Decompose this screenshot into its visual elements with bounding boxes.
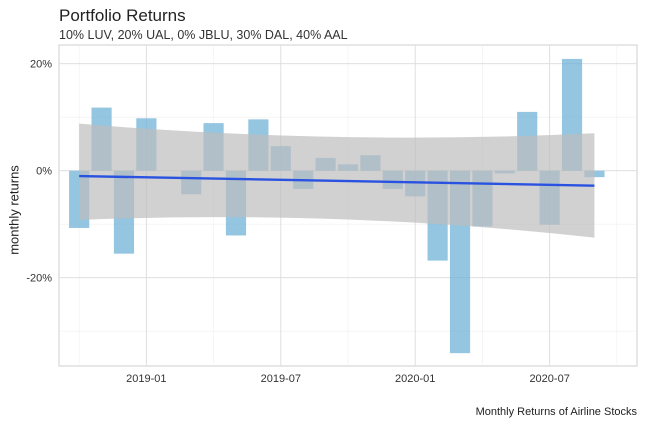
trend-line xyxy=(79,174,595,187)
x-tick-label: 2019-01 xyxy=(126,373,166,385)
x-tick-label: 2019-07 xyxy=(261,373,301,385)
chart-title: Portfolio Returns xyxy=(59,6,186,25)
y-tick-label: 20% xyxy=(30,59,52,71)
chart-caption: Monthly Returns of Airline Stocks xyxy=(475,406,637,418)
y-tick-label: 0% xyxy=(36,166,52,178)
x-tick-label: 2020-01 xyxy=(395,373,435,385)
y-tick-label: -20% xyxy=(26,273,52,285)
x-tick-label: 2020-07 xyxy=(529,373,569,385)
chart-subtitle: 10% LUV, 20% UAL, 0% JBLU, 30% DAL, 40% … xyxy=(59,28,348,42)
